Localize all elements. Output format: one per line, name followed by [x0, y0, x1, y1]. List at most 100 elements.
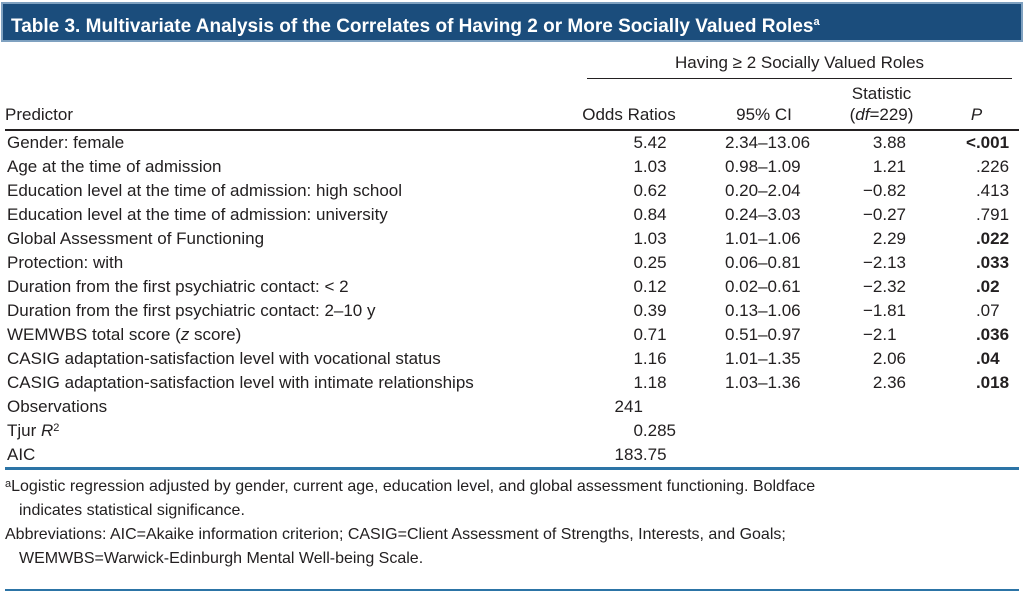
figure-bottom-rule: [5, 588, 1019, 591]
table-title-footnote-marker: a: [813, 16, 820, 28]
predictor-text-pre: Gender: female: [7, 133, 125, 152]
statistic-cell: −0.27: [862, 205, 906, 224]
predictor-cell: Gender: female: [5, 130, 559, 155]
statistic-cell: −0.82: [862, 181, 906, 200]
ci-cell: 0.06–0.81: [725, 253, 801, 272]
table-row: Observations 241: [5, 395, 1019, 419]
table-row: Education level at the time of admission…: [5, 179, 1019, 203]
ci-cell: 0.13–1.06: [725, 301, 801, 320]
predictor-text-pre: WEMWBS total score (: [7, 325, 181, 344]
predictor-cell: CASIG adaptation-satisfaction level with…: [5, 371, 559, 395]
table-row: Global Assessment of Functioning 1.03 1.01…: [5, 227, 1019, 251]
p-value-cell: [934, 395, 1019, 419]
spanner-header-cell: Having ≥ 2 Socially Valued Roles: [559, 42, 1019, 79]
predictor-text-pre: Observations: [7, 397, 108, 416]
predictor-text-pre: CASIG adaptation-satisfaction level with…: [7, 373, 474, 392]
ci-cell: 1.01–1.06: [725, 229, 801, 248]
table-body: Gender: female 5.42 2.34–13.06 3.88 <.001 Age…: [5, 130, 1019, 467]
predictor-text-it: z: [180, 325, 190, 344]
predictor-text-pre: CASIG adaptation-satisfaction level with…: [7, 349, 441, 368]
statistic-cell: 1.21: [872, 157, 906, 176]
table-bottom-divider-rule: [5, 467, 1019, 470]
p-value-cell: [934, 419, 1019, 443]
spanner-blank-cell: [5, 42, 559, 79]
odds-ratio-cell: 0.25: [633, 253, 667, 272]
results-table: Having ≥ 2 Socially Valued Roles Predict…: [5, 42, 1020, 467]
predictor-cell: Global Assessment of Functioning: [5, 227, 559, 251]
table-row: Tjur R2 0.285: [5, 419, 1019, 443]
table-title: Table 3. Multivariate Analysis of the Co…: [11, 16, 814, 37]
ci-cell: 0.24–3.03: [725, 205, 801, 224]
table-row: Protection: with 0.25 0.06–0.81 −2.13 .033: [5, 251, 1019, 275]
table-row: Duration from the first psychiatric cont…: [5, 299, 1019, 323]
predictor-text-sup: 2: [53, 422, 60, 434]
p-value-cell: <.001: [966, 133, 1010, 152]
odds-ratio-cell: 1.03: [633, 157, 667, 176]
ci-cell: [699, 419, 829, 443]
table-row: Education level at the time of admission…: [5, 203, 1019, 227]
table-row: WEMWBS total score (z score) 0.71 0.51–0.9…: [5, 323, 1019, 347]
ci-cell: [699, 395, 829, 419]
p-value-cell: .791: [975, 205, 1010, 224]
p-value-cell: .033: [975, 253, 1010, 272]
table-title-bar: Table 3. Multivariate Analysis of the Co…: [1, 2, 1023, 42]
ci-cell: 1.03–1.36: [725, 373, 801, 392]
table-row: Age at the time of admission 1.03 0.98–1.0…: [5, 155, 1019, 179]
p-value-cell: .07: [975, 301, 1000, 320]
statistic-cell: [829, 419, 934, 443]
table-row: AIC 183.75: [5, 443, 1019, 467]
predictor-text-it: R: [41, 421, 54, 440]
column-header-ci: 95% CI: [699, 79, 829, 131]
column-header-row: Predictor Odds Ratios 95% CI Statistic (…: [5, 79, 1020, 131]
abbreviations-line1: Abbreviations: AIC=Akaike information cr…: [5, 525, 786, 543]
ci-cell: [699, 443, 829, 467]
p-value-cell: [934, 443, 1019, 467]
predictor-cell: Tjur R2: [5, 419, 559, 443]
predictor-text-pre: Protection: with: [7, 253, 124, 272]
table-row: CASIG adaptation-satisfaction level with…: [5, 371, 1019, 395]
predictor-cell: Duration from the first psychiatric cont…: [5, 275, 559, 299]
statistic-cell: [829, 395, 934, 419]
predictor-text-pre: Duration from the first psychiatric cont…: [7, 277, 349, 296]
column-header-odds-ratios: Odds Ratios: [559, 79, 699, 131]
footnote-a-marker: a: [5, 477, 12, 490]
predictor-cell: Duration from the first psychiatric cont…: [5, 299, 559, 323]
statistic-cell: 2.06: [872, 349, 906, 368]
footnote-a-line2: indicates statistical significance.: [19, 501, 245, 519]
p-value-cell: .022: [975, 229, 1010, 248]
predictor-cell: AIC: [5, 443, 559, 467]
ci-cell: 1.01–1.35: [725, 349, 801, 368]
predictor-cell: Education level at the time of admission…: [5, 179, 559, 203]
odds-ratio-cell: 1.18: [633, 373, 667, 392]
odds-ratio-cell: 0.71: [633, 325, 667, 344]
predictor-cell: Observations: [5, 395, 559, 419]
ci-cell: 0.51–0.97: [725, 325, 801, 344]
spanner-row: Having ≥ 2 Socially Valued Roles: [5, 42, 1019, 79]
odds-ratio-cell: 0.39: [633, 301, 667, 320]
predictor-text-pre: Education level at the time of admission…: [7, 181, 403, 200]
odds-ratio-cell: 0.62: [633, 181, 667, 200]
p-value-cell: .018: [975, 373, 1010, 392]
abbreviations-line2: WEMWBS=Warwick-Edinburgh Mental Well-bei…: [19, 549, 424, 567]
predictor-cell: Education level at the time of admission…: [5, 203, 559, 227]
ci-cell: 0.98–1.09: [725, 157, 801, 176]
table-row: Gender: female 5.42 2.34–13.06 3.88 <.001: [5, 130, 1019, 155]
predictor-text-pre: Education level at the time of admission…: [7, 205, 388, 224]
p-value-cell: .413: [975, 181, 1010, 200]
statistic-cell: [829, 443, 934, 467]
odds-ratio-cell: 0.285: [633, 421, 676, 440]
odds-ratio-cell: 183.75: [614, 445, 667, 464]
predictor-text-pre: Age at the time of admission: [7, 157, 222, 176]
column-header-predictor: Predictor: [5, 79, 559, 131]
predictor-text-pre: Global Assessment of Functioning: [7, 229, 265, 248]
statistic-cell: 2.36: [872, 373, 906, 392]
odds-ratio-cell: 0.12: [633, 277, 667, 296]
predictor-text-post: score): [189, 325, 242, 344]
statistic-cell: −1.81: [862, 301, 906, 320]
p-value-cell: .036: [975, 325, 1010, 344]
p-value-cell: .04: [975, 349, 1000, 368]
predictor-cell: WEMWBS total score (z score): [5, 323, 559, 347]
p-value-cell: .02: [975, 277, 1000, 296]
statistic-header-line2: (df=229): [849, 105, 914, 124]
p-value-cell: .226: [975, 157, 1010, 176]
